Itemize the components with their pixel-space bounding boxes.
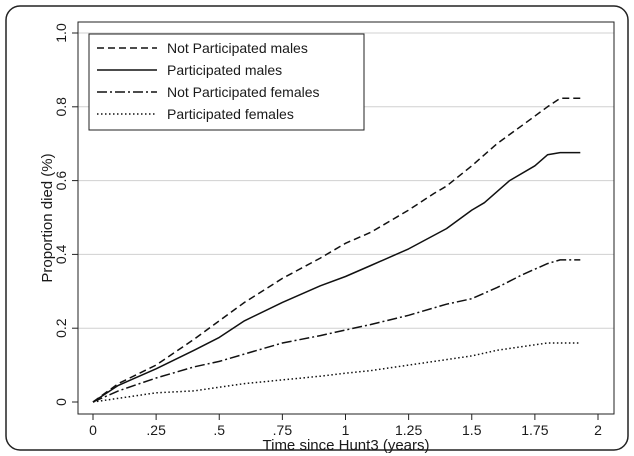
y-tick-label: 0.6: [53, 171, 69, 191]
series-layer: [92, 97, 581, 403]
legend-label-1: Not Participated males: [167, 40, 308, 56]
legend: Not Participated males Participated males…: [88, 33, 365, 131]
x-tick-label: .75: [273, 422, 293, 438]
y-tick-label: 0: [53, 398, 69, 406]
y-tick-label: 0.4: [53, 244, 69, 264]
x-tick-label: 1: [342, 422, 350, 438]
x-axis-label: Time since Hunt3 (years): [263, 437, 430, 454]
x-tick-label: 1.75: [521, 422, 548, 438]
x-tick-label: 1.25: [395, 422, 422, 438]
y-tick-label: 0.2: [53, 318, 69, 338]
x-axis: 0 .25 .5 .75 1 1.25 1.5 1.75 2: [89, 414, 602, 438]
legend-label-4: Participated females: [167, 106, 294, 122]
legend-label-3: Not Participated females: [167, 84, 320, 100]
series-line-1: [92, 97, 581, 403]
y-axis-label: Proportion died (%): [39, 153, 56, 282]
gridlines: [78, 32, 614, 329]
x-tick-label: 2: [594, 422, 602, 438]
x-tick-label: 1.5: [462, 422, 482, 438]
y-axis: 0 0.2 0.4 0.6 0.8 1.0: [53, 23, 78, 406]
series-line-3: [92, 259, 581, 403]
outer-rounded-border: [5, 5, 629, 451]
x-tick-label: 0: [89, 422, 97, 438]
legend-label-2: Participated males: [167, 62, 282, 78]
y-tick-label: 1.0: [53, 23, 69, 43]
legend-box: [88, 33, 365, 131]
series-line-2: [92, 151, 581, 403]
x-tick-label: .5: [213, 422, 225, 438]
y-tick-label: 0.8: [53, 97, 69, 117]
x-tick-label: .25: [146, 422, 166, 438]
